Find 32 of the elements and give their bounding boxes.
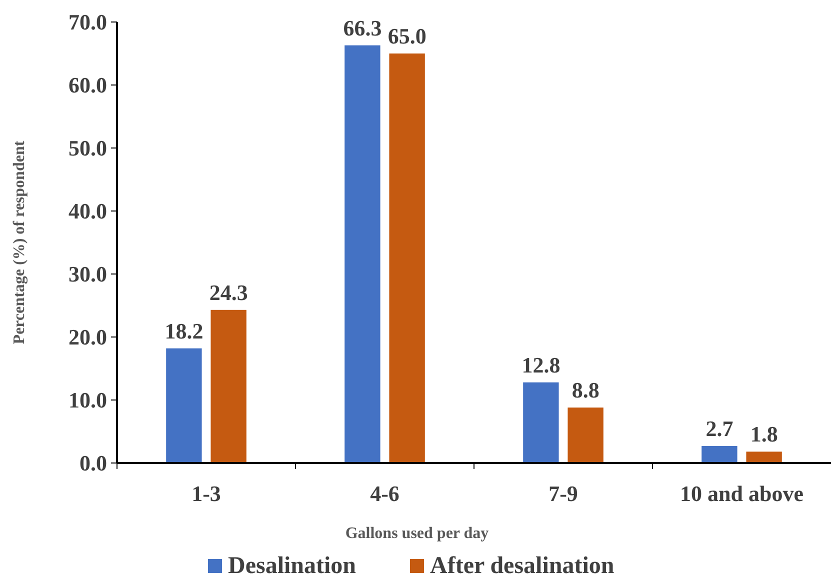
data-label: 24.3 (209, 280, 248, 305)
bar (702, 446, 738, 463)
bar (389, 54, 425, 463)
x-tick-label: 4-6 (370, 481, 400, 506)
y-tick-label: 0.0 (80, 450, 107, 476)
data-label: 65.0 (388, 24, 426, 48)
bar (166, 348, 202, 463)
y-tick-label: 30.0 (68, 262, 107, 287)
x-tick-label: 7-9 (548, 481, 578, 506)
x-tick-label: 1-3 (192, 481, 221, 506)
data-label: 8.8 (572, 378, 600, 403)
bar (746, 452, 782, 463)
y-tick-label: 50.0 (68, 136, 107, 161)
bar (210, 310, 246, 463)
legend-label: After desalination (430, 553, 614, 579)
bar (568, 408, 604, 463)
y-tick-label: 10.0 (68, 388, 107, 413)
bar (523, 382, 559, 463)
data-label: 12.8 (522, 352, 560, 378)
data-label: 66.3 (343, 15, 382, 40)
y-tick-label: 20.0 (68, 324, 107, 350)
data-label: 1.8 (750, 422, 778, 447)
x-axis-title: Gallons used per day (345, 525, 489, 542)
y-axis-title: Percentage (%) of respondent (11, 140, 28, 344)
y-tick-label: 70.0 (68, 10, 107, 35)
bar (344, 45, 380, 463)
x-tick-label: 10 and above (680, 481, 804, 506)
legend-label: Desalination (228, 553, 356, 579)
y-tick-label: 40.0 (68, 198, 107, 224)
data-label: 18.2 (164, 318, 204, 344)
data-label: 2.7 (706, 416, 734, 441)
y-tick-label: 60.0 (68, 72, 107, 98)
